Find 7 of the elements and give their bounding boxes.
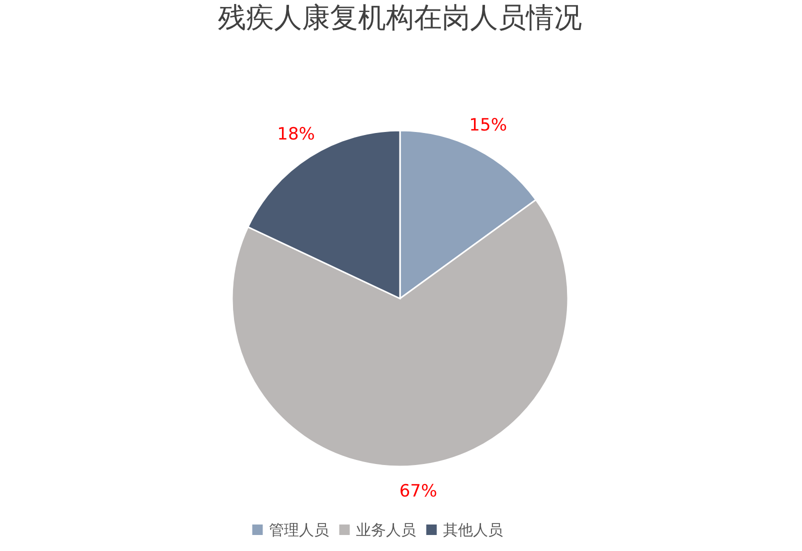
legend-label: 业务人员 bbox=[356, 520, 416, 539]
data-label: 15% bbox=[469, 116, 507, 136]
data-label: 18% bbox=[277, 124, 315, 145]
data-label: 67% bbox=[399, 482, 438, 502]
legend-label: 管理人员 bbox=[269, 520, 329, 539]
legend-label: 其他人员 bbox=[443, 520, 503, 539]
chart-title: 残疾人康复机构在岗人员情况 bbox=[218, 3, 582, 34]
